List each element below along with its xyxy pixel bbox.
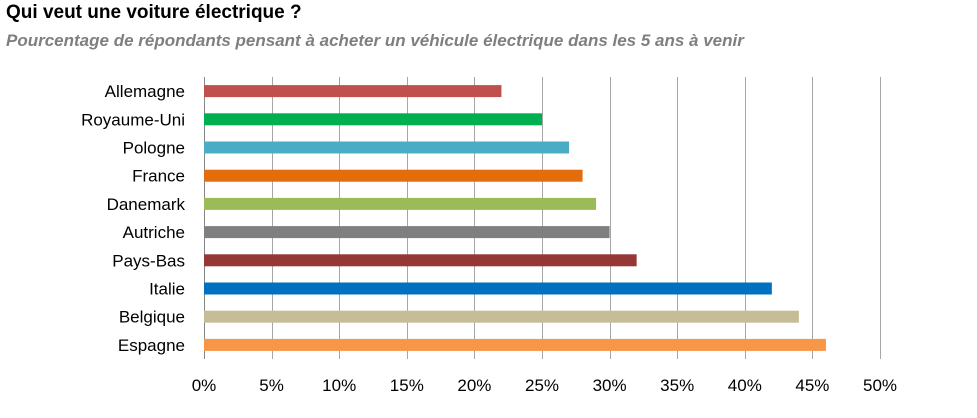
- bar-royaume-uni: [204, 113, 542, 126]
- bar-pays-bas: [204, 254, 637, 267]
- x-tick-label: 25%: [525, 376, 559, 395]
- category-label: Espagne: [118, 336, 185, 355]
- bar-allemagne: [204, 85, 502, 98]
- x-tick-label: 15%: [390, 376, 424, 395]
- bars: [204, 85, 826, 351]
- category-label: Autriche: [123, 223, 185, 242]
- category-label: Danemark: [107, 195, 186, 214]
- category-label: Pologne: [123, 139, 185, 158]
- bar-espagne: [204, 338, 826, 351]
- x-tick-label: 30%: [593, 376, 627, 395]
- chart-title: Qui veut une voiture électrique ?: [6, 2, 302, 23]
- x-tick-label: 50%: [863, 376, 897, 395]
- category-label: Royaume-Uni: [81, 110, 185, 129]
- category-label: Pays-Bas: [112, 251, 185, 270]
- bar-danemark: [204, 197, 597, 210]
- category-label: Allemagne: [105, 82, 185, 101]
- x-tick-label: 35%: [660, 376, 694, 395]
- x-tick-label: 10%: [322, 376, 356, 395]
- bar-italie: [204, 282, 772, 295]
- category-labels: Allemagne Royaume-Uni Pologne France Danemar…: [81, 82, 185, 355]
- bar-autriche: [204, 226, 610, 239]
- x-tick-label: 5%: [259, 376, 284, 395]
- bar-france: [204, 169, 583, 182]
- x-tick-label: 20%: [457, 376, 491, 395]
- x-tick-label: 40%: [728, 376, 762, 395]
- x-tick-label: 0%: [192, 376, 217, 395]
- category-label: France: [132, 167, 185, 186]
- x-tick-label: 45%: [795, 376, 829, 395]
- bar-pologne: [204, 141, 570, 154]
- chart-subtitle: Pourcentage de répondants pensant à ache…: [6, 31, 744, 50]
- category-label: Italie: [149, 280, 185, 299]
- bar-belgique: [204, 310, 799, 323]
- x-axis-tick-labels: 0% 5% 10% 15% 20% 25% 30% 35% 40% 45% 50%: [192, 376, 897, 395]
- category-label: Belgique: [119, 308, 185, 327]
